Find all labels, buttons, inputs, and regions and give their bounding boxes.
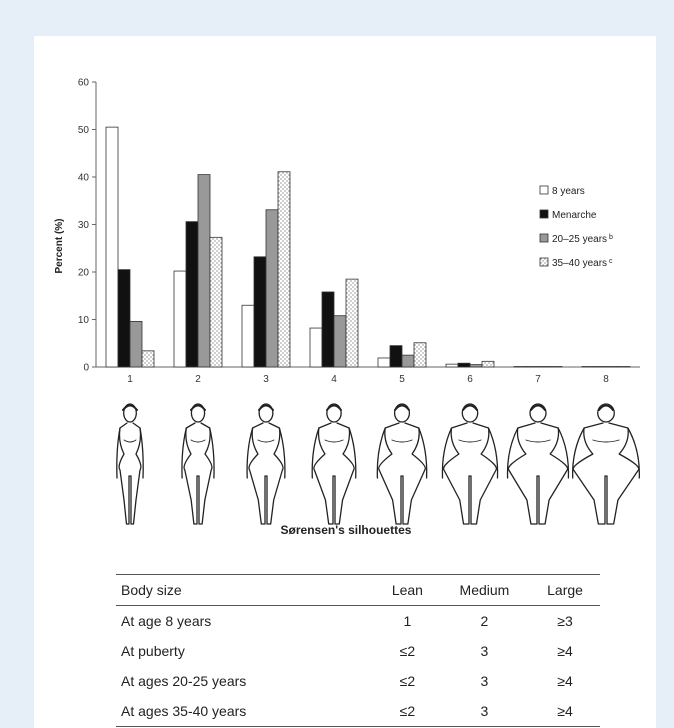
table-cell: ≥3: [557, 613, 573, 629]
legend-label: 8 years: [552, 186, 585, 197]
y-tick-label: 50: [78, 125, 90, 136]
table-header: Lean: [376, 574, 439, 606]
bar: [581, 366, 595, 368]
bar: [377, 357, 391, 368]
female-body-silhouette-icon: [441, 403, 499, 525]
table-cell: At ages 20-25 years: [121, 673, 247, 689]
female-body-silhouette-icon: [116, 403, 144, 525]
table-header: Body size: [116, 574, 376, 606]
x-tick-label: 8: [603, 374, 609, 385]
table-cell: ≤2: [399, 643, 416, 659]
bar: [537, 366, 551, 368]
legend-label: Menarche: [552, 210, 597, 221]
table-cell: 1: [403, 613, 412, 629]
bar: [141, 350, 155, 368]
x-tick-label: 7: [535, 374, 541, 385]
bar: [321, 291, 335, 368]
bar: [185, 221, 199, 368]
x-tick-labels: 1 2 3 4 5 6 7 8: [127, 374, 609, 385]
table-cell: 3: [480, 673, 489, 689]
x-tick-label: 5: [399, 374, 405, 385]
bar: [605, 366, 619, 368]
body-size-table: Body size Lean Medium Large At age 8 yea…: [116, 574, 600, 727]
bar: [117, 269, 131, 368]
table-cell: 3: [480, 643, 489, 659]
table-row: At puberty ≤2 3 ≥4: [116, 636, 600, 666]
female-body-silhouette-icon: [506, 403, 570, 525]
table-cell: ≥4: [557, 643, 573, 659]
y-tick-label: 60: [78, 78, 90, 89]
x-tick-label: 4: [331, 374, 337, 385]
bars: [105, 126, 631, 368]
legend: 8 years Menarche 20–25 years b 35–40 years c: [539, 185, 613, 270]
y-tick-label: 40: [78, 173, 90, 184]
axes: 0 10 20 30 40 50 60: [78, 78, 640, 374]
x-tick-label: 6: [467, 374, 473, 385]
table-cell: At age 8 years: [121, 613, 212, 629]
legend-label: 20–25 years b: [552, 234, 613, 246]
table-cell: ≥4: [557, 673, 573, 689]
female-body-silhouette-icon: [376, 403, 428, 525]
bar: [129, 320, 143, 368]
table-cell: 3: [438, 696, 531, 727]
table-row: At age 8 years 1 2 ≥3: [116, 606, 600, 637]
x-tick-label: 2: [195, 374, 201, 385]
table-row: At ages 20-25 years ≤2 3 ≥4: [116, 666, 600, 696]
legend-swatch: [539, 233, 549, 243]
bar: [209, 236, 223, 368]
bar: [445, 363, 459, 368]
bar: [253, 256, 267, 368]
legend-swatch: [539, 185, 549, 195]
table-header: Medium: [438, 574, 531, 606]
bar: [277, 171, 291, 368]
bar: [265, 209, 279, 368]
bar: [197, 174, 211, 368]
bar: [469, 364, 483, 368]
table-cell: ≤2: [376, 696, 439, 727]
x-tick-label: 1: [127, 374, 133, 385]
bar: [413, 342, 427, 368]
table-header-row: Body size Lean Medium Large: [116, 574, 600, 606]
bar: [241, 304, 255, 368]
female-body-silhouette-icon: [572, 403, 640, 525]
x-axis-label: Sørensen's silhouettes: [281, 523, 412, 537]
bar: [593, 366, 607, 368]
table-cell: ≤2: [399, 673, 416, 689]
legend-swatch: [539, 209, 549, 219]
bar-chart: Percent (%) 0 10 20 30 40 50 60 1 2 3 4 5 6 7 8 8 yea…: [54, 78, 640, 537]
bar: [401, 354, 415, 368]
bar: [345, 278, 359, 368]
x-tick-label: 3: [263, 374, 269, 385]
table-cell: At ages 35-40 years: [116, 696, 376, 727]
bar: [105, 126, 119, 368]
table-header: Large: [530, 574, 600, 606]
bar: [457, 362, 471, 368]
y-axis-label: Percent (%): [54, 218, 65, 273]
bar: [549, 366, 563, 368]
female-body-silhouette-icon: [246, 403, 286, 525]
y-tick-label: 10: [78, 315, 90, 326]
y-tick-label: 30: [78, 220, 90, 231]
bar: [389, 345, 403, 368]
legend-label: 35–40 years c: [552, 258, 613, 270]
y-tick-label: 0: [83, 363, 89, 374]
table-row: At ages 35-40 years ≤2 3 ≥4: [116, 696, 600, 727]
table-cell: 2: [480, 613, 489, 629]
bar: [513, 366, 527, 368]
table-cell: At puberty: [121, 643, 185, 659]
female-body-silhouette-icon: [181, 403, 215, 525]
bar: [333, 315, 347, 368]
bar: [617, 366, 631, 368]
bar: [173, 270, 187, 368]
bar: [525, 366, 539, 368]
legend-swatch: [539, 257, 549, 267]
figure-panel: Percent (%) 0 10 20 30 40 50 60 1 2 3 4 5 6 7 8 8 yea…: [34, 36, 656, 728]
y-tick-label: 20: [78, 268, 90, 279]
bar: [309, 327, 323, 368]
female-body-silhouette-icon: [311, 403, 357, 525]
silhouettes-row: [116, 403, 640, 525]
bar: [481, 360, 495, 368]
table-cell: ≥4: [530, 696, 600, 727]
